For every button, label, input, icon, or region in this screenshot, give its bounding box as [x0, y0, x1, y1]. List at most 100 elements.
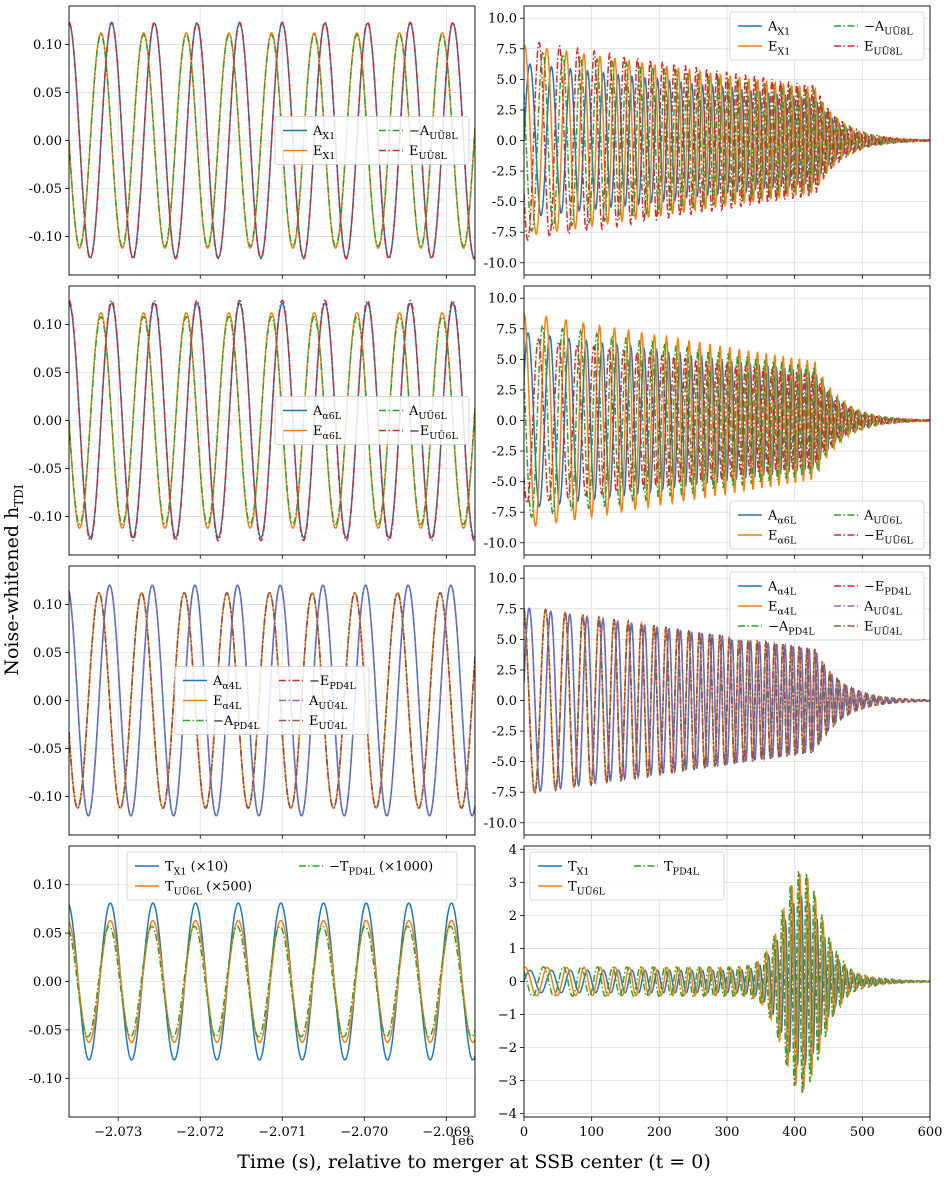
y-tick-label: 3: [509, 876, 517, 891]
y-tick-label: -0.10: [29, 1072, 62, 1087]
panel-p8: 0 100 200 300 400 500 600 4 3 2 1 0 −1 −2 −3 −4 TX1 TUŪ6L…: [498, 843, 943, 1140]
y-tick-label: -0.10: [29, 230, 62, 245]
y-tick-label: −4: [498, 1107, 517, 1122]
y-tick-label: 10.0: [488, 572, 517, 587]
y-tick-label: 0.10: [33, 38, 62, 53]
y-tick-label: 0.0: [496, 134, 517, 149]
y-tick-label: 2.5: [496, 103, 517, 118]
y-tick-label: 2.5: [496, 383, 517, 398]
legend: Aα4L Eα4L −APD4L −EPD4L AUŪ4L EUŪ4L: [174, 666, 370, 735]
legend-entry-p6-1: Eα4L: [768, 600, 797, 618]
legend-box: [729, 571, 925, 641]
legend: Aα6L Eα6L AUŪ6L −EUŪ6L: [729, 500, 925, 550]
y-tick-label: 0.00: [33, 975, 62, 990]
y-tick-label: 7.5: [496, 42, 517, 57]
y-tick-label: -0.05: [29, 742, 62, 757]
legend-entry-p2-2: −AUŪ8L: [864, 20, 913, 38]
y-tick-label: −2: [498, 1041, 517, 1056]
legend-entry-p8-2: TPD4L: [664, 860, 700, 878]
legend: Aα4L Eα4L −APD4L −EPD4L AUŪ4L EUŪ4L: [729, 571, 925, 641]
series-line-p3-3: [69, 299, 475, 542]
legend: TX1 (×10) TUŪ6L (×500) −TPD4L (×1000): [126, 851, 458, 901]
y-tick-label: -10.0: [484, 256, 517, 271]
legend-box: [729, 500, 925, 550]
y-tick-label: 0.0: [496, 414, 517, 429]
series-line-p3-2: [69, 315, 475, 526]
y-tick-label: −1: [498, 1008, 517, 1023]
legend-entry-p4-0: Aα6L: [767, 509, 797, 527]
y-tick-label: 1: [509, 942, 517, 957]
series-line-p2-3: [524, 42, 930, 241]
legend-box: [729, 11, 925, 61]
y-axis-label-sub: TDI: [12, 484, 26, 507]
panels-group: 0.100.050.00-0.05-0.10AX1EX1−AUŪ8LEUŪ8L1…: [29, 5, 943, 1140]
y-tick-label: 0.05: [33, 927, 62, 942]
legend: AX1 EX1 −AUŪ8L EUŪ8L: [274, 116, 470, 165]
series-line-p6-4: [524, 607, 930, 793]
legend-entry-p3-3: −EUŪ6L: [409, 424, 458, 442]
y-tick-label: -5.0: [492, 755, 517, 770]
legend-entry-p5-3: −EPD4L: [309, 674, 356, 692]
x-tick-label: 500: [850, 1125, 875, 1140]
y-tick-label: 7.5: [496, 322, 517, 337]
legend-entry-p5-5: EUŪ4L: [309, 714, 348, 732]
y-tick-label: -0.05: [29, 462, 62, 477]
series-line-p8-2: [524, 871, 930, 1094]
legend: TX1 TUŪ6L TPD4L: [529, 851, 725, 901]
legend-box: [126, 851, 458, 901]
legend-box: [174, 666, 370, 735]
legend-box: [274, 396, 470, 445]
x-tick-label: −2.071: [258, 1125, 306, 1140]
legend-entry-p1-1: EX1: [313, 144, 335, 162]
axes-frame: [68, 5, 476, 276]
panel-p3: 0.10 0.05 0.00 -0.05 -0.10 Aα6L Eα6L AUŪ6L −EUŪ6…: [29, 285, 476, 559]
legend-entry-p5-0: Aα4L: [212, 674, 242, 692]
y-tick-label: 0.10: [33, 878, 62, 893]
legend-entry-p7-1: TUŪ6L (×500): [165, 880, 252, 898]
y-tick-label: -0.05: [29, 1023, 62, 1038]
legend-entry-p6-3: −EPD4L: [864, 580, 911, 598]
legend-entry-p8-1: TUŪ6L: [568, 880, 606, 898]
legend-entry-p7-0: TX1 (×10): [165, 860, 228, 878]
y-tick-label: -0.05: [29, 182, 62, 197]
y-tick-label: -2.5: [492, 725, 517, 740]
y-tick-label: 0.00: [33, 694, 62, 709]
series-line-p8-1: [524, 873, 930, 1090]
legend-entry-p3-2: AUŪ6L: [408, 404, 447, 422]
legend-entry-p1-0: AX1: [312, 124, 335, 142]
y-tick-label: 0.00: [33, 134, 62, 149]
y-tick-label: 0.05: [33, 86, 62, 101]
legend-box: [529, 851, 725, 901]
panel-p1: 0.10 0.05 0.00 -0.05 -0.10 AX1 EX1 −AUŪ8L EUŪ8L: [29, 5, 476, 279]
y-tick-label: -2.5: [492, 445, 517, 460]
axes-frame: [68, 845, 476, 1118]
legend-entry-p6-4: AUŪ4L: [863, 600, 902, 618]
legend-entry-p8-0: TX1: [568, 860, 589, 878]
legend-entry-p1-2: −AUŪ8L: [409, 124, 458, 142]
y-tick-label: 5.0: [496, 73, 517, 88]
axes-frame: [523, 285, 931, 556]
axes-frame: [523, 5, 931, 276]
x-tick-label: −2.069: [422, 1125, 470, 1140]
y-tick-label: -7.5: [492, 226, 517, 241]
y-tick-label: 2.5: [496, 663, 517, 678]
legend: Aα6L Eα6L AUŪ6L −EUŪ6L: [274, 396, 470, 445]
y-tick-label: -0.10: [29, 510, 62, 525]
legend-entry-p6-0: Aα4L: [767, 580, 797, 598]
legend-entry-p3-1: Eα6L: [313, 424, 342, 442]
series-line-p7-1: [69, 919, 475, 1044]
series-line-p4-2: [524, 323, 930, 519]
y-tick-label: 5.0: [496, 633, 517, 648]
series-line-p2-1: [524, 44, 930, 236]
series-line-p5-4: [69, 584, 475, 817]
legend-box: [274, 116, 470, 165]
axes-frame: [68, 565, 476, 836]
panel-p5: 0.10 0.05 0.00 -0.05 -0.10 Aα4L Eα4L −APD4L −EPD…: [29, 565, 476, 839]
y-tick-label: -0.10: [29, 790, 62, 805]
y-tick-label: 0.10: [33, 318, 62, 333]
x-tick-label: −2.072: [176, 1125, 224, 1140]
panel-p6: 10.0 7.5 5.0 2.5 0.0 -2.5 -5.0 -7.5 -10.0 Aα4L Eα4…: [484, 565, 931, 839]
y-tick-label: 0.00: [33, 414, 62, 429]
y-tick-label: -7.5: [492, 786, 517, 801]
